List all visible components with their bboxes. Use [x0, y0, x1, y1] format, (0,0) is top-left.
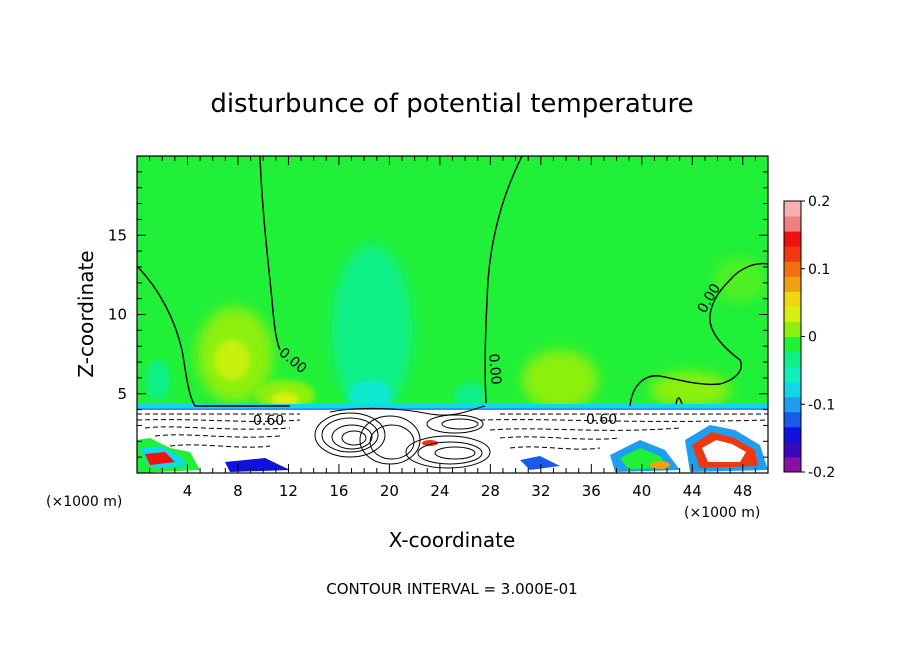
- boundary-layer-patches: [137, 425, 768, 473]
- contour-line: [369, 424, 415, 460]
- contour-line: [137, 419, 768, 422]
- contour-line: [675, 397, 683, 405]
- colorbar-segment: [784, 351, 801, 368]
- contour-line: [259, 156, 281, 351]
- field-blob: [332, 245, 412, 415]
- patch: [650, 461, 670, 469]
- contour-line: [629, 262, 768, 407]
- contour-line: [484, 156, 523, 404]
- x-tick-label: 44: [683, 482, 702, 500]
- colorbar-segment: [784, 261, 801, 277]
- x-axis: 4 8 12 16 20 24 28 32 36 40 44 48: [149, 156, 756, 500]
- colorbar-tick-label: 0.1: [808, 262, 830, 278]
- chart-title: disturbunce of potential temperature: [210, 89, 693, 119]
- contour-line: [329, 405, 486, 416]
- colorbar-segment: [784, 216, 801, 232]
- y-axis: 5 10 15: [108, 171, 768, 458]
- colorbar-tick-label: -0.1: [808, 397, 835, 413]
- colorbar-segment: [784, 411, 801, 428]
- field-blob: [146, 360, 170, 400]
- y-tick-label: 10: [108, 306, 127, 324]
- x-unit-label-right: (×1000 m): [684, 505, 760, 521]
- x-tick-label: 28: [481, 482, 500, 500]
- contour-line: [321, 417, 379, 453]
- y-axis-title: Z-coordinate: [74, 250, 98, 377]
- colorbar-segment: [784, 426, 801, 443]
- colorbar-tick-label: -0.2: [808, 465, 835, 481]
- field-shading: [146, 245, 766, 415]
- contour-line: [426, 414, 484, 434]
- colorbar-segment: [784, 201, 801, 217]
- colorbar-segment: [784, 276, 801, 292]
- x-tick-label: 40: [632, 482, 651, 500]
- colorbar-segment: [784, 336, 801, 353]
- contour-label: 0.60: [253, 413, 284, 429]
- x-tick-label: 12: [279, 482, 298, 500]
- field-blob: [454, 383, 486, 407]
- inversion-layer: [137, 404, 768, 410]
- y-tick-label: 5: [117, 385, 127, 403]
- colorbar-segment: [784, 306, 801, 322]
- colorbar-tick-label: 0.2: [808, 194, 830, 210]
- colorbar-segment: [784, 366, 801, 383]
- x-tick-label: 36: [582, 482, 601, 500]
- plot-area: [137, 156, 768, 473]
- x-tick-label: 24: [430, 482, 449, 500]
- colorbar: 0.2 0.1 0 -0.1 -0.2: [783, 194, 835, 481]
- contour-line: [417, 441, 483, 465]
- contour-label: 0.60: [586, 412, 617, 428]
- colorbar-segment: [784, 246, 801, 262]
- contour-interval-note: CONTOUR INTERVAL = 3.000E-01: [326, 580, 577, 598]
- colorbar-segment: [784, 441, 801, 458]
- contour-line: [441, 418, 479, 430]
- vortex-contours: [314, 405, 491, 469]
- x-unit-label-left: (×1000 m): [46, 494, 122, 510]
- contour-line: [154, 434, 621, 440]
- field-blob: [214, 340, 250, 380]
- patch: [145, 452, 175, 465]
- colorbar-segment: [784, 396, 801, 413]
- x-tick-label: 4: [183, 482, 193, 500]
- patch: [422, 440, 438, 446]
- colorbar-segment: [784, 321, 801, 337]
- patch: [702, 440, 746, 462]
- contour-line: [169, 444, 601, 450]
- contour-line: [434, 446, 476, 460]
- x-tick-label: 48: [733, 482, 752, 500]
- contour-line: [331, 424, 373, 450]
- contour-line: [405, 435, 491, 469]
- field-blob: [714, 258, 766, 302]
- x-tick-label: 16: [329, 482, 348, 500]
- colorbar-segment: [784, 231, 801, 247]
- x-axis-title: X-coordinate: [389, 528, 516, 552]
- field-blob: [650, 372, 730, 408]
- colorbar-segment: [784, 456, 801, 473]
- x-tick-label: 8: [233, 482, 243, 500]
- patch: [225, 458, 290, 472]
- contour-line: [137, 265, 290, 407]
- zero-contours: [137, 156, 768, 407]
- colorbar-segment: [784, 381, 801, 398]
- field-blob: [348, 380, 392, 410]
- contour-line: [144, 426, 681, 431]
- x-tick-label: 20: [380, 482, 399, 500]
- contour-line: [314, 412, 386, 458]
- dashed-contours: [137, 413, 768, 450]
- field-blob: [522, 350, 598, 410]
- colorbar-tick-label: 0: [808, 330, 817, 346]
- x-tick-label: 32: [531, 482, 550, 500]
- colorbar-segment: [784, 291, 801, 307]
- patch: [520, 456, 560, 470]
- contour-label: 0.00: [485, 353, 504, 385]
- y-tick-label: 15: [108, 226, 127, 244]
- contour-line: [341, 430, 367, 446]
- inversion-layer-edge: [137, 408, 768, 410]
